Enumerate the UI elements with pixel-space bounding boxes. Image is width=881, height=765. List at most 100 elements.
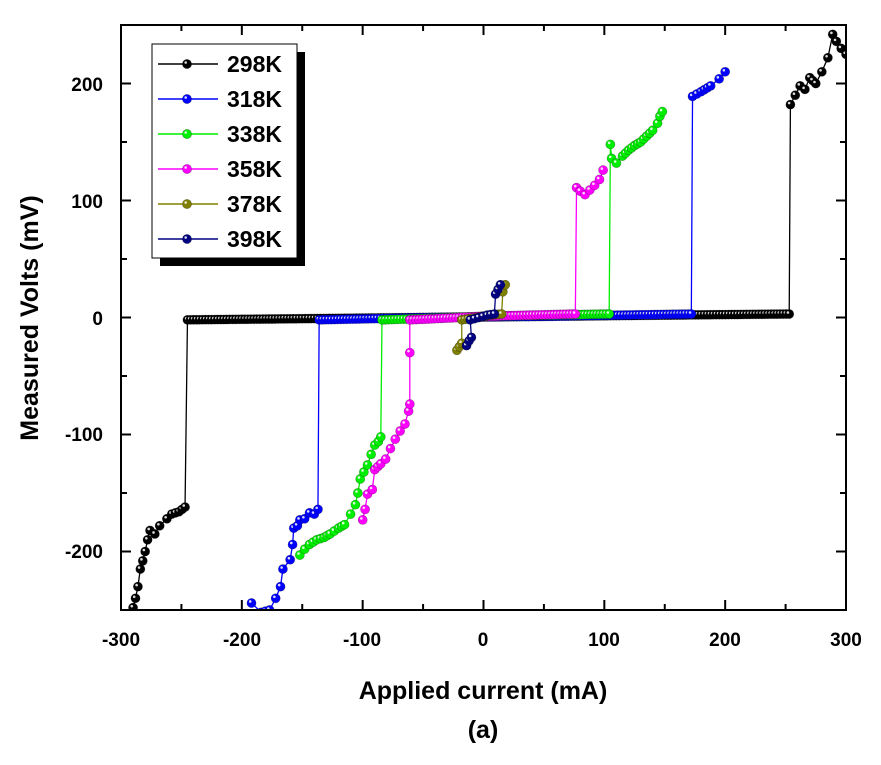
data-point bbox=[720, 66, 731, 77]
y-tick-label: 200 bbox=[71, 75, 103, 96]
data-point bbox=[137, 555, 148, 566]
data-point bbox=[285, 554, 296, 565]
y-tick-label: 100 bbox=[71, 192, 103, 213]
data-point bbox=[647, 125, 658, 136]
data-point bbox=[375, 431, 386, 442]
data-point bbox=[154, 520, 165, 531]
data-point bbox=[400, 419, 410, 429]
data-point bbox=[686, 309, 697, 319]
y-axis-label: Measured Volts (mV) bbox=[16, 195, 44, 440]
data-point bbox=[605, 139, 616, 150]
data-point bbox=[366, 449, 377, 460]
data-point bbox=[489, 309, 500, 319]
series-398K bbox=[461, 279, 506, 351]
data-point bbox=[404, 347, 415, 358]
axis-ticks bbox=[120, 24, 847, 611]
data-point bbox=[404, 399, 415, 409]
x-tick-label: 300 bbox=[830, 630, 862, 651]
legend: 298K 318K 338K 358K 378K 398K bbox=[151, 43, 305, 266]
data-point bbox=[598, 165, 609, 175]
data-point bbox=[180, 502, 190, 512]
data-point bbox=[390, 434, 401, 445]
y-tick-label: 0 bbox=[92, 309, 103, 330]
data-point bbox=[385, 443, 396, 454]
data-point bbox=[395, 426, 406, 436]
legend-marker bbox=[182, 199, 192, 209]
legend-label: 298K bbox=[227, 51, 282, 77]
series-line bbox=[251, 71, 726, 610]
data-point bbox=[270, 593, 281, 604]
legend-marker bbox=[182, 59, 192, 69]
data-point bbox=[358, 467, 369, 477]
x-tick-label: -300 bbox=[102, 630, 140, 651]
data-point bbox=[133, 581, 143, 592]
x-tick-labels: -300 -200 -100 0 100 200 300 bbox=[102, 630, 862, 651]
data-point bbox=[570, 309, 581, 319]
legend-marker bbox=[182, 164, 192, 174]
legend-label: 398K bbox=[227, 226, 282, 252]
data-point bbox=[816, 66, 827, 77]
data-point bbox=[714, 73, 725, 84]
legend-box bbox=[151, 43, 298, 259]
data-point bbox=[800, 84, 810, 95]
legend-label: 318K bbox=[227, 86, 282, 112]
data-point bbox=[128, 602, 138, 610]
legend-marker bbox=[182, 94, 192, 104]
data-point bbox=[705, 80, 716, 91]
y-tick-label: -100 bbox=[65, 425, 103, 446]
legend-entry-358K: 358K bbox=[158, 156, 282, 182]
x-tick-label: -200 bbox=[223, 630, 261, 651]
data-point bbox=[287, 539, 298, 550]
data-point bbox=[357, 515, 368, 525]
x-axis-label: Applied current (mA) bbox=[359, 677, 608, 705]
series-line bbox=[299, 111, 663, 556]
data-point bbox=[367, 484, 378, 495]
legend-entry-298K: 298K bbox=[158, 51, 282, 77]
series-338K bbox=[294, 106, 668, 560]
data-point bbox=[810, 78, 821, 89]
data-point bbox=[278, 564, 288, 574]
data-point bbox=[831, 36, 842, 47]
figure-caption: (a) bbox=[468, 716, 499, 744]
data-point bbox=[350, 499, 361, 510]
data-point bbox=[380, 454, 391, 464]
data-point bbox=[604, 309, 615, 319]
data-point bbox=[275, 581, 286, 592]
x-tick-label: -100 bbox=[343, 630, 381, 651]
x-tick-label: 100 bbox=[588, 630, 620, 651]
data-point bbox=[466, 332, 477, 343]
data-point bbox=[657, 106, 668, 117]
data-point bbox=[246, 598, 257, 608]
y-tick-label: -200 bbox=[65, 542, 103, 563]
data-point bbox=[790, 90, 801, 101]
data-point bbox=[822, 52, 833, 63]
data-point bbox=[140, 546, 151, 557]
data-point bbox=[149, 529, 160, 539]
series-layer bbox=[128, 29, 846, 610]
legend-label: 358K bbox=[227, 156, 282, 182]
series-line bbox=[362, 169, 604, 521]
legend-entry-398K: 398K bbox=[158, 226, 282, 252]
data-point bbox=[785, 99, 796, 110]
data-point bbox=[495, 279, 506, 290]
data-point bbox=[360, 504, 370, 515]
legend-marker bbox=[182, 129, 192, 139]
legend-entry-318K: 318K bbox=[158, 86, 282, 112]
data-point bbox=[362, 460, 373, 470]
legend-marker bbox=[182, 234, 192, 244]
data-point bbox=[135, 564, 146, 574]
y-tick-labels: -200 -100 0 100 200 bbox=[65, 75, 103, 563]
data-point bbox=[352, 488, 363, 498]
data-point bbox=[611, 158, 622, 168]
data-point bbox=[339, 519, 350, 530]
legend-entry-338K: 338K bbox=[158, 121, 282, 147]
legend-label: 338K bbox=[227, 121, 282, 147]
data-point bbox=[784, 309, 795, 319]
x-tick-label: 200 bbox=[709, 630, 741, 651]
legend-entry-378K: 378K bbox=[158, 191, 282, 217]
series-358K bbox=[357, 165, 609, 525]
data-point bbox=[313, 504, 323, 515]
data-point bbox=[345, 509, 356, 519]
legend-label: 378K bbox=[227, 191, 282, 217]
